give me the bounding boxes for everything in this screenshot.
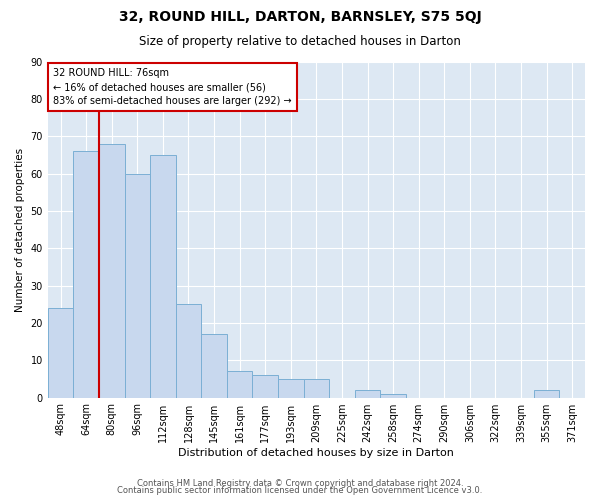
Bar [253,375,278,398]
Bar [176,304,201,398]
Text: 32 ROUND HILL: 76sqm
← 16% of detached houses are smaller (56)
83% of semi-detac: 32 ROUND HILL: 76sqm ← 16% of detached h… [53,68,292,106]
Bar [73,151,99,398]
Bar [278,379,304,398]
Bar [380,394,406,398]
Text: Contains public sector information licensed under the Open Government Licence v3: Contains public sector information licen… [118,486,482,495]
Bar [227,372,253,398]
Bar [48,308,73,398]
Bar [201,334,227,398]
Text: Contains HM Land Registry data © Crown copyright and database right 2024.: Contains HM Land Registry data © Crown c… [137,478,463,488]
Bar [534,390,559,398]
Text: 32, ROUND HILL, DARTON, BARNSLEY, S75 5QJ: 32, ROUND HILL, DARTON, BARNSLEY, S75 5Q… [119,10,481,24]
Text: Size of property relative to detached houses in Darton: Size of property relative to detached ho… [139,35,461,48]
Bar [304,379,329,398]
Bar [125,174,150,398]
Bar [355,390,380,398]
Bar [150,155,176,398]
Y-axis label: Number of detached properties: Number of detached properties [15,148,25,312]
X-axis label: Distribution of detached houses by size in Darton: Distribution of detached houses by size … [178,448,454,458]
Bar [99,144,125,398]
